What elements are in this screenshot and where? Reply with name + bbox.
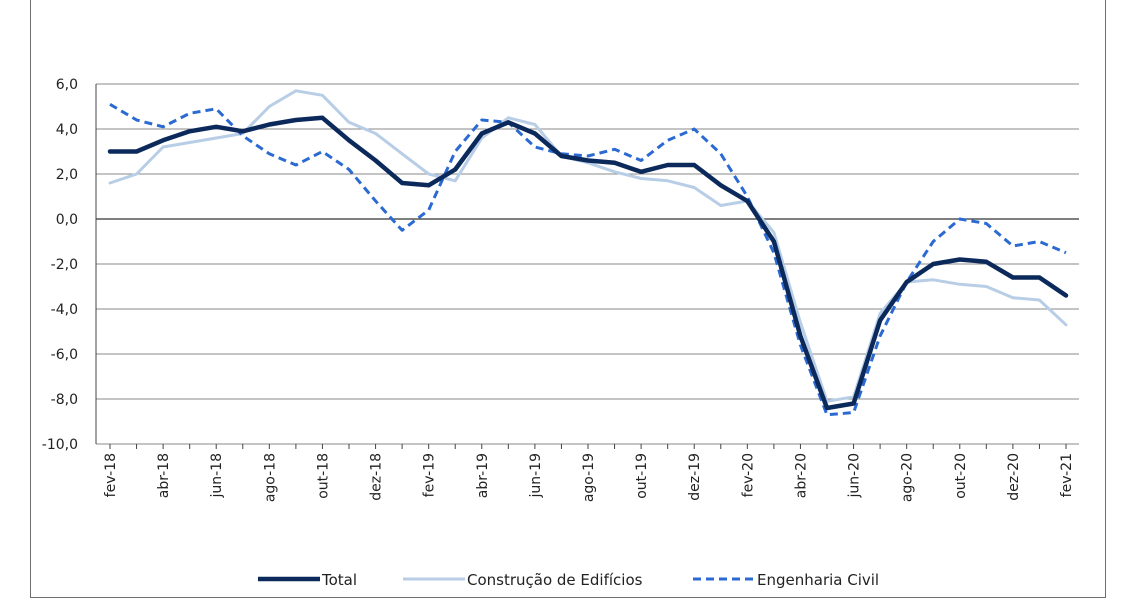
legend-label: Construção de Edifícios <box>467 571 643 589</box>
x-tick-label: out-20 <box>953 453 969 499</box>
x-tick-label: jun-19 <box>528 453 544 499</box>
x-tick-label: dez-20 <box>1006 453 1022 501</box>
y-tick-label: -10,0 <box>42 437 78 453</box>
x-tick-label: fev-21 <box>1059 453 1075 497</box>
legend-label: Total <box>321 571 357 589</box>
y-tick-label: -2,0 <box>51 257 78 273</box>
x-tick-label: out-18 <box>315 453 331 499</box>
y-tick-label: 2,0 <box>56 167 78 183</box>
legend-label: Engenharia Civil <box>757 571 879 589</box>
series-line-engenharia-civil <box>109 103 1067 417</box>
series-lines <box>107 89 1069 417</box>
y-tick-label: -8,0 <box>51 392 78 408</box>
x-tick-label: ago-19 <box>581 453 597 502</box>
x-tick-label: abr-20 <box>793 453 809 498</box>
x-tick-label: out-19 <box>634 453 650 499</box>
y-axis-ticks: 6,0 4,0 2,0 0,0 -2,0 -4,0 -6,0 -8,0 -10,0 <box>42 77 78 453</box>
x-tick-label: ago-20 <box>900 453 916 502</box>
y-tick-label: -4,0 <box>51 302 78 318</box>
series-line-total <box>107 115 1069 411</box>
series-line-constru-o-de-edif-cios <box>108 89 1068 403</box>
y-tick-label: 6,0 <box>56 77 78 93</box>
x-tick-label: fev-19 <box>422 453 438 497</box>
x-tick-label: ago-18 <box>262 453 278 502</box>
x-tick-label: fev-18 <box>103 453 119 497</box>
y-tick-label: 4,0 <box>56 122 78 138</box>
x-tick-label: dez-18 <box>369 453 385 501</box>
x-axis <box>95 84 1067 449</box>
x-tick-label: fev-20 <box>740 453 756 497</box>
x-tick-label: abr-18 <box>156 453 172 498</box>
y-tick-label: -6,0 <box>51 347 78 363</box>
x-axis-ticks: fev-18 abr-18 jun-18 ago-18 out-18 dez-18 fev-… <box>103 453 1075 502</box>
legend: Total Construção de Edifícios Engenharia C… <box>258 571 879 589</box>
x-tick-label: jun-18 <box>209 453 225 499</box>
x-tick-label: abr-19 <box>475 453 491 498</box>
x-tick-label: jun-20 <box>847 453 863 499</box>
x-tick-label: dez-19 <box>687 453 703 501</box>
y-tick-label: 0,0 <box>56 212 78 228</box>
